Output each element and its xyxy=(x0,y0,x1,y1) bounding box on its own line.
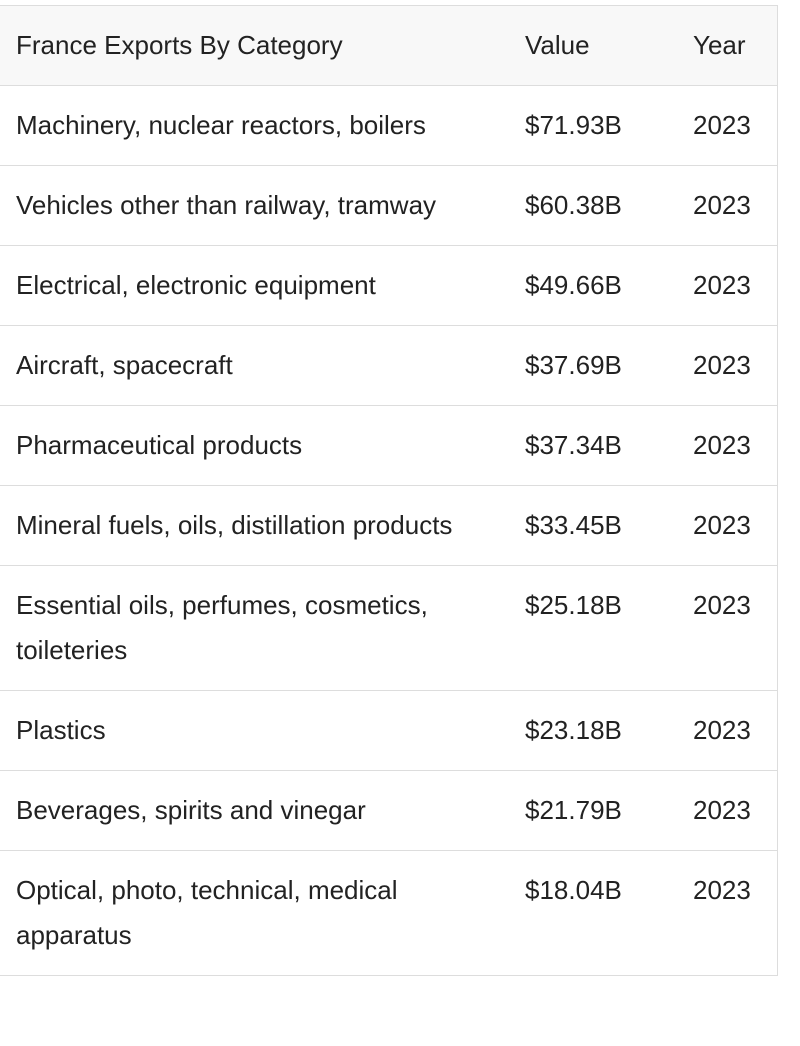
value-cell: $49.66B xyxy=(509,245,677,326)
value-cell: $23.18B xyxy=(509,690,677,771)
table-row: Aircraft, spacecraft $37.69B 2023 xyxy=(0,325,777,406)
category-cell: Essential oils, perfumes, cosmetics, toi… xyxy=(0,565,509,691)
value-cell: $37.69B xyxy=(509,325,677,406)
table-header: France Exports By Category Value Year xyxy=(0,5,777,86)
table-row: Electrical, electronic equipment $49.66B 2… xyxy=(0,245,777,326)
year-cell: 2023 xyxy=(677,85,777,166)
header-cell: France Exports By Category xyxy=(0,5,509,86)
page: France Exports By Category Value Year Ma… xyxy=(0,5,800,1046)
table-row: Beverages, spirits and vinegar $21.79B 202… xyxy=(0,770,777,851)
table-row: Pharmaceutical products $37.34B 2023 xyxy=(0,405,777,486)
value-cell: $21.79B xyxy=(509,770,677,851)
category-cell: Aircraft, spacecraft xyxy=(0,325,509,406)
header-row: France Exports By Category Value Year xyxy=(0,5,777,86)
table-row: Optical, photo, technical, medical appar… xyxy=(0,850,777,976)
value-cell: $18.04B xyxy=(509,850,677,976)
table-row: Essential oils, perfumes, cosmetics, toi… xyxy=(0,565,777,691)
table-row: Plastics $23.18B 2023 xyxy=(0,690,777,771)
value-cell: $37.34B xyxy=(509,405,677,486)
value-cell: $71.93B xyxy=(509,85,677,166)
table-row: Mineral fuels, oils, distillation produc… xyxy=(0,485,777,566)
table-body: Machinery, nuclear reactors, boilers $71.… xyxy=(0,85,777,976)
value-cell: $25.18B xyxy=(509,565,677,691)
year-cell: 2023 xyxy=(677,325,777,406)
value-cell: $33.45B xyxy=(509,485,677,566)
category-cell: Beverages, spirits and vinegar xyxy=(0,770,509,851)
year-cell: 2023 xyxy=(677,770,777,851)
category-cell: Machinery, nuclear reactors, boilers xyxy=(0,85,509,166)
category-cell: Electrical, electronic equipment xyxy=(0,245,509,326)
year-cell: 2023 xyxy=(677,850,777,976)
table-row: Vehicles other than railway, tramway $60.… xyxy=(0,165,777,246)
category-cell: Vehicles other than railway, tramway xyxy=(0,165,509,246)
year-cell: 2023 xyxy=(677,565,777,691)
exports-table: France Exports By Category Value Year Ma… xyxy=(0,5,778,976)
year-cell: 2023 xyxy=(677,690,777,771)
category-cell: Optical, photo, technical, medical appar… xyxy=(0,850,509,976)
year-cell: 2023 xyxy=(677,165,777,246)
table-row: Machinery, nuclear reactors, boilers $71.… xyxy=(0,85,777,166)
category-cell: Pharmaceutical products xyxy=(0,405,509,486)
header-cell: Year xyxy=(677,5,777,86)
category-cell: Mineral fuels, oils, distillation produc… xyxy=(0,485,509,566)
value-cell: $60.38B xyxy=(509,165,677,246)
year-cell: 2023 xyxy=(677,245,777,326)
year-cell: 2023 xyxy=(677,405,777,486)
year-cell: 2023 xyxy=(677,485,777,566)
header-cell: Value xyxy=(509,5,677,86)
category-cell: Plastics xyxy=(0,690,509,771)
